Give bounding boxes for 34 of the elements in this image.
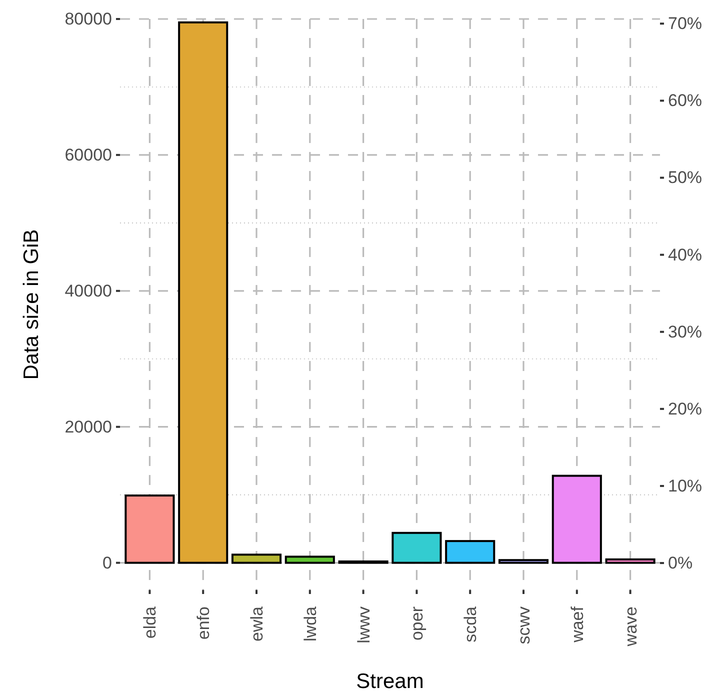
x-tick-label: lwda — [300, 606, 320, 642]
x-axis-title: Stream — [356, 670, 424, 693]
bar — [552, 474, 602, 564]
y-tick-label: 20000 — [64, 417, 112, 436]
y2-tick-label: 60% — [668, 91, 702, 110]
y-tick-label: 40000 — [64, 281, 112, 300]
x-tick-label: elda — [140, 606, 160, 639]
bar — [498, 559, 549, 564]
bar — [231, 554, 282, 564]
x-tick-label: lwwv — [354, 606, 374, 644]
x-tick-label: wave — [621, 606, 640, 648]
bar — [124, 494, 175, 564]
y2-tick-label: 10% — [668, 476, 702, 496]
y2-tick-label: 50% — [668, 168, 702, 188]
bar — [284, 556, 335, 564]
bar — [445, 540, 496, 564]
y2-tick-label: 20% — [668, 399, 702, 418]
bar — [605, 558, 656, 564]
x-tick-label: scwv — [514, 606, 534, 644]
y-axis-title: Data size in GiB — [20, 229, 43, 380]
y-tick-label: 60000 — [64, 145, 112, 164]
bar — [392, 532, 442, 564]
y2-tick-label: 30% — [668, 322, 702, 342]
y2-tick-label: 70% — [668, 14, 702, 34]
x-tick-label: enfo — [194, 606, 214, 640]
x-tick-label: scda — [461, 606, 480, 642]
bar — [178, 21, 228, 564]
y-tick-label: 0 — [102, 553, 112, 572]
y-tick-label: 80000 — [64, 9, 112, 28]
x-tick-label: waef — [568, 606, 587, 644]
y2-tick-label: 0% — [668, 553, 693, 572]
x-tick-label: ewla — [247, 606, 266, 642]
y2-tick-label: 40% — [668, 245, 702, 264]
x-tick-label: oper — [408, 606, 427, 641]
